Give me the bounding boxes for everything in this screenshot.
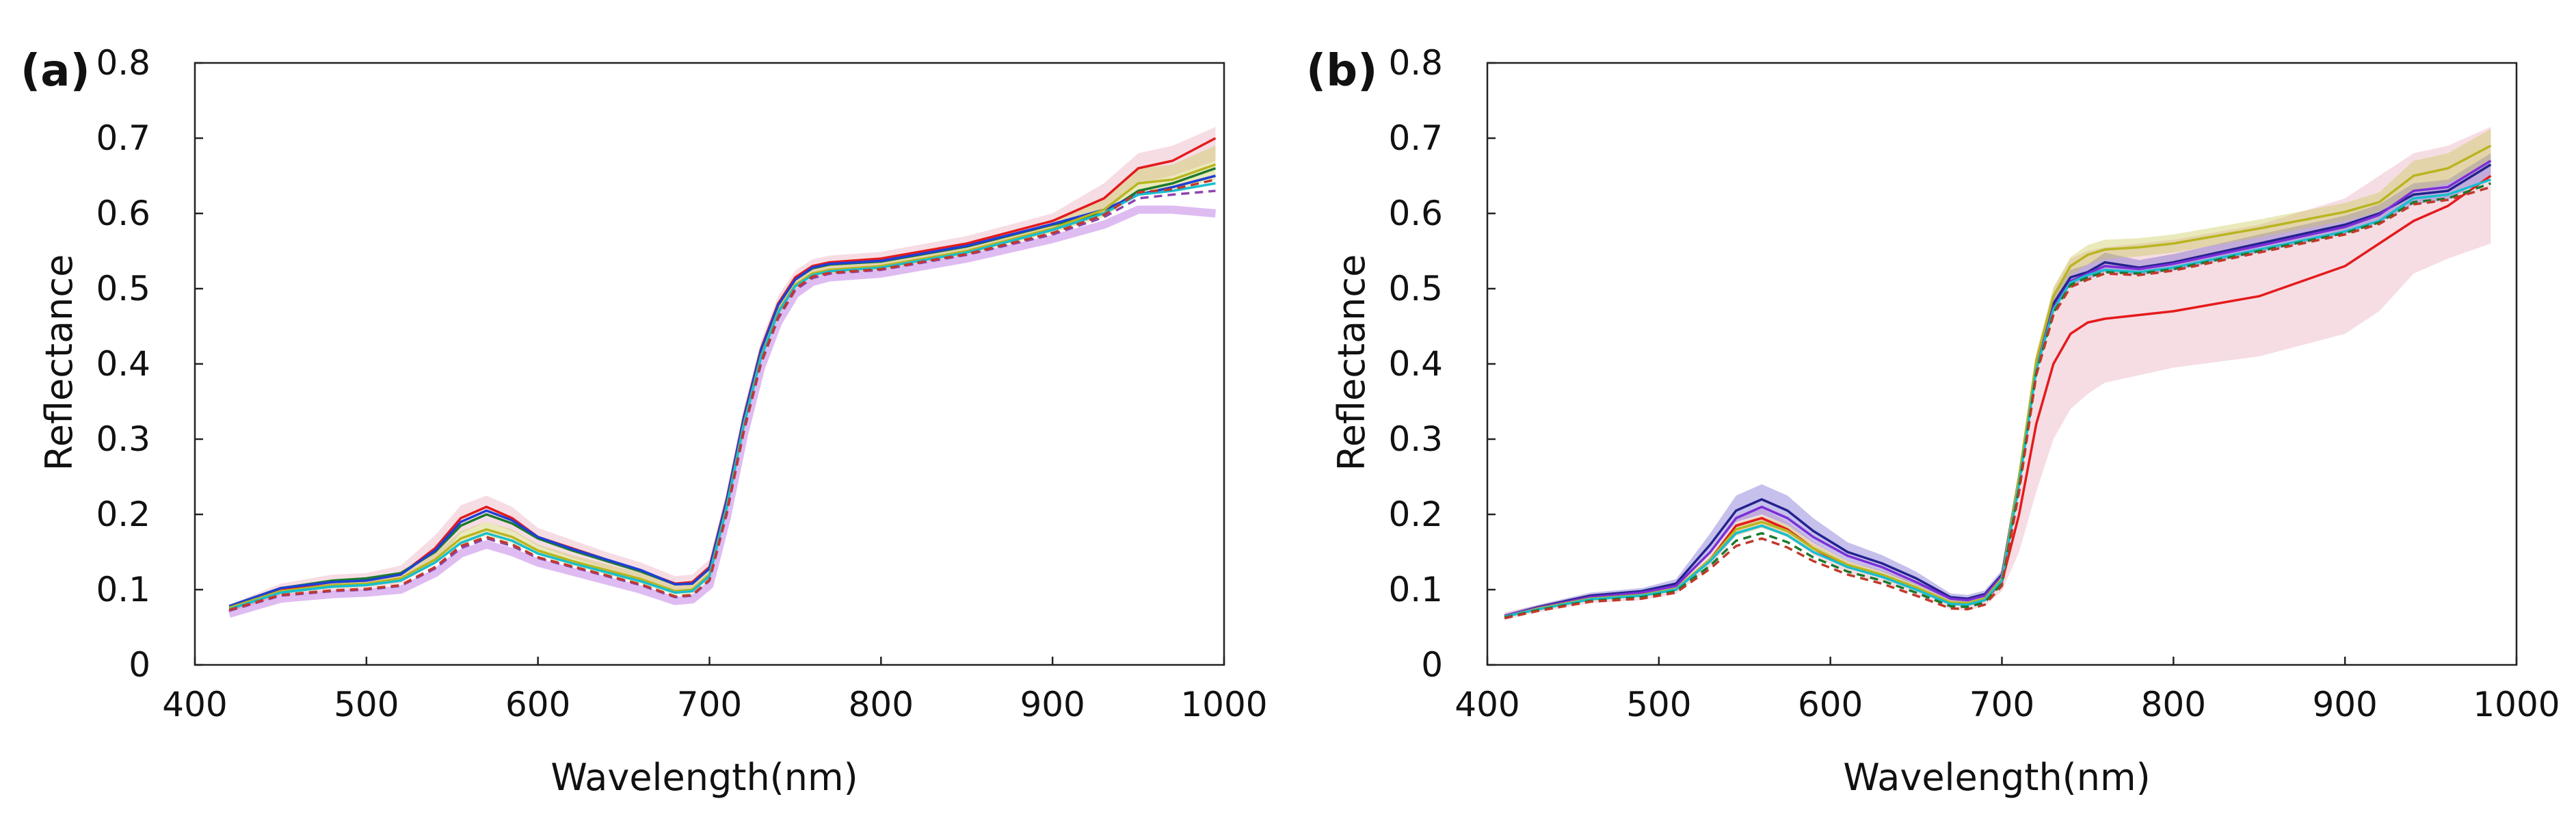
x-tick-label: 400 xyxy=(162,685,227,724)
plot-area: 400 500 600 700 800 900 1000 0 0.1 0.2 0.3 0.4 0.5 0.… xyxy=(1388,43,2560,724)
series-line-red-dashed xyxy=(228,178,1216,612)
x-tick-label: 600 xyxy=(505,685,570,724)
series-line-blue xyxy=(228,174,1216,607)
x-tick-label: 700 xyxy=(677,685,742,724)
plot-area: 400 500 600 700 800 900 1000 0 0.1 0.2 0.3 0.4 0.5 0.… xyxy=(96,43,1267,724)
series-line-violet xyxy=(1504,159,2492,618)
y-tick-label: 0 xyxy=(1421,645,1443,685)
y-tick-label: 0.6 xyxy=(96,194,150,233)
x-tick-label: 1000 xyxy=(2473,685,2560,724)
x-tick-label: 900 xyxy=(2312,685,2377,724)
band-violet-band xyxy=(228,205,1217,618)
y-tick-label: 0.2 xyxy=(96,495,150,534)
panel-b: (b) Reflectance Wavelength(nm) 400 500 600… xyxy=(1306,43,2560,799)
x-axis-title: Wavelength(nm) xyxy=(550,756,858,799)
y-tick-label: 0.3 xyxy=(1388,419,1443,459)
x-axis-title: Wavelength(nm) xyxy=(1843,756,2150,799)
panel-label: (b) xyxy=(1306,46,1377,96)
y-tick-label: 0.2 xyxy=(1388,495,1443,534)
y-tick-label: 0.5 xyxy=(1388,269,1443,309)
panel-a: (a) Reflectance Wavelength(nm) 400 500 600… xyxy=(21,43,1268,799)
x-tick-label: 1000 xyxy=(1180,685,1267,724)
band-olive-band xyxy=(229,146,1216,611)
y-tick-label: 0.1 xyxy=(96,570,150,609)
y-tick-label: 0.8 xyxy=(96,43,150,83)
y-tick-label: 0 xyxy=(129,645,150,685)
x-tick-label: 400 xyxy=(1455,685,1519,724)
y-tick-label: 0.4 xyxy=(96,344,150,384)
panel-label: (a) xyxy=(21,46,90,96)
series-line-green-dashed xyxy=(1504,182,2491,619)
band-pink-band xyxy=(229,127,1216,612)
y-axis-title: Reflectance xyxy=(38,254,81,471)
band-blue-band xyxy=(1504,153,2491,618)
x-tick-label: 500 xyxy=(334,685,399,724)
x-tick-label: 900 xyxy=(1020,685,1085,724)
band-pink-band xyxy=(1504,127,2491,620)
series-line-teal xyxy=(228,182,1216,611)
y-tick-label: 0.6 xyxy=(1388,194,1443,233)
y-tick-label: 0.5 xyxy=(96,269,150,309)
y-tick-label: 0.1 xyxy=(1388,570,1443,609)
x-tick-label: 800 xyxy=(2141,685,2206,724)
y-tick-label: 0.4 xyxy=(1388,344,1443,384)
y-tick-label: 0.7 xyxy=(1388,118,1443,158)
y-axis-title: Reflectance xyxy=(1330,254,1373,471)
x-tick-label: 700 xyxy=(1969,685,2034,724)
x-tick-label: 600 xyxy=(1798,685,1863,724)
y-tick-label: 0.8 xyxy=(1388,43,1443,83)
y-tick-label: 0.3 xyxy=(96,419,150,459)
series-line-red-dashed xyxy=(1504,185,2491,620)
y-tick-label: 0.7 xyxy=(96,118,150,158)
series-line-teal xyxy=(1504,178,2491,618)
x-tick-label: 500 xyxy=(1626,685,1691,724)
x-tick-label: 800 xyxy=(849,685,914,724)
